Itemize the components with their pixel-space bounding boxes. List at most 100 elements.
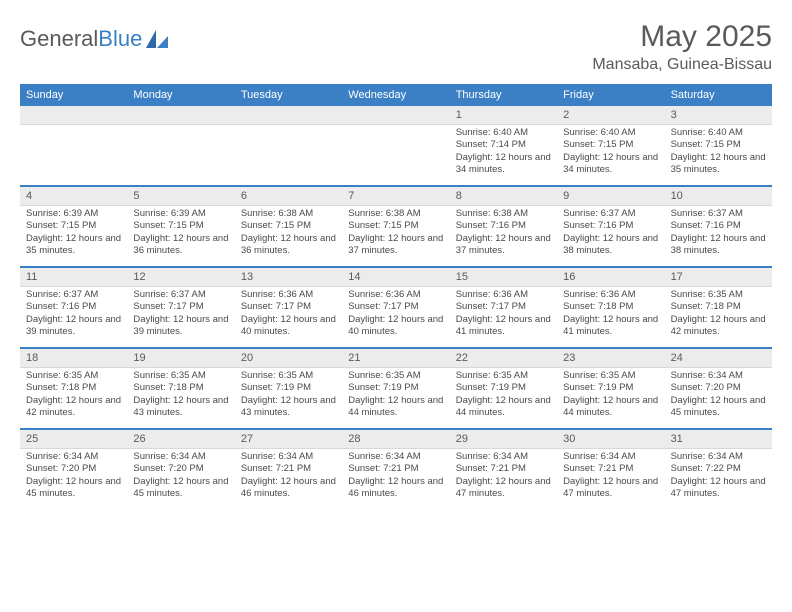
sunset-line: Sunset: 7:15 PM [241, 220, 336, 232]
weekday-header: Thursday [450, 84, 557, 106]
location: Mansaba, Guinea-Bissau [592, 56, 772, 74]
sunset-line: Sunset: 7:15 PM [348, 220, 443, 232]
sunset-line: Sunset: 7:15 PM [671, 139, 766, 151]
day-info-cell: Sunrise: 6:35 AMSunset: 7:18 PMDaylight:… [665, 287, 772, 349]
day-number-cell [235, 106, 342, 125]
sunrise-line: Sunrise: 6:40 AM [671, 127, 766, 139]
sunset-line: Sunset: 7:18 PM [563, 301, 658, 313]
sunrise-line: Sunrise: 6:34 AM [26, 451, 121, 463]
daylight-line: Daylight: 12 hours and 45 minutes. [26, 476, 121, 501]
day-info-cell [342, 125, 449, 187]
sunset-line: Sunset: 7:18 PM [671, 301, 766, 313]
day-number-cell: 16 [557, 268, 664, 287]
daylight-line: Daylight: 12 hours and 39 minutes. [26, 314, 121, 339]
sunset-line: Sunset: 7:15 PM [563, 139, 658, 151]
daylight-line: Daylight: 12 hours and 34 minutes. [563, 152, 658, 177]
sunrise-line: Sunrise: 6:35 AM [133, 370, 228, 382]
day-number-cell: 25 [20, 430, 127, 449]
sunset-line: Sunset: 7:21 PM [456, 463, 551, 475]
day-info-cell: Sunrise: 6:36 AMSunset: 7:18 PMDaylight:… [557, 287, 664, 349]
day-number-cell: 3 [665, 106, 772, 125]
day-info-cell: Sunrise: 6:35 AMSunset: 7:19 PMDaylight:… [557, 368, 664, 430]
daylight-line: Daylight: 12 hours and 34 minutes. [456, 152, 551, 177]
daylight-line: Daylight: 12 hours and 47 minutes. [456, 476, 551, 501]
sunrise-line: Sunrise: 6:34 AM [671, 370, 766, 382]
sunset-line: Sunset: 7:17 PM [456, 301, 551, 313]
sunrise-line: Sunrise: 6:38 AM [456, 208, 551, 220]
day-number-cell: 31 [665, 430, 772, 449]
day-info-cell: Sunrise: 6:36 AMSunset: 7:17 PMDaylight:… [450, 287, 557, 349]
day-info-cell: Sunrise: 6:37 AMSunset: 7:16 PMDaylight:… [20, 287, 127, 349]
sunset-line: Sunset: 7:19 PM [456, 382, 551, 394]
sunrise-line: Sunrise: 6:37 AM [671, 208, 766, 220]
sunset-line: Sunset: 7:14 PM [456, 139, 551, 151]
day-info-cell: Sunrise: 6:34 AMSunset: 7:21 PMDaylight:… [450, 449, 557, 511]
sunrise-line: Sunrise: 6:37 AM [133, 289, 228, 301]
sunrise-line: Sunrise: 6:39 AM [133, 208, 228, 220]
day-info-cell: Sunrise: 6:39 AMSunset: 7:15 PMDaylight:… [20, 206, 127, 268]
sunrise-line: Sunrise: 6:35 AM [26, 370, 121, 382]
daylight-line: Daylight: 12 hours and 47 minutes. [563, 476, 658, 501]
day-number-cell: 5 [127, 187, 234, 206]
daylight-line: Daylight: 12 hours and 44 minutes. [348, 395, 443, 420]
header: GeneralBlue May 2025 Mansaba, Guinea-Bis… [20, 20, 772, 74]
sunset-line: Sunset: 7:21 PM [241, 463, 336, 475]
weekday-header: Saturday [665, 84, 772, 106]
day-info-cell: Sunrise: 6:36 AMSunset: 7:17 PMDaylight:… [235, 287, 342, 349]
day-number-cell [342, 106, 449, 125]
day-number-cell: 28 [342, 430, 449, 449]
day-info-cell: Sunrise: 6:35 AMSunset: 7:18 PMDaylight:… [127, 368, 234, 430]
daylight-line: Daylight: 12 hours and 46 minutes. [241, 476, 336, 501]
sunset-line: Sunset: 7:15 PM [133, 220, 228, 232]
sunrise-line: Sunrise: 6:35 AM [671, 289, 766, 301]
sunset-line: Sunset: 7:17 PM [133, 301, 228, 313]
day-info-cell: Sunrise: 6:34 AMSunset: 7:20 PMDaylight:… [20, 449, 127, 511]
day-number-cell: 23 [557, 349, 664, 368]
sunrise-line: Sunrise: 6:36 AM [241, 289, 336, 301]
sunrise-line: Sunrise: 6:35 AM [456, 370, 551, 382]
day-number-cell: 22 [450, 349, 557, 368]
sunset-line: Sunset: 7:15 PM [26, 220, 121, 232]
month-title: May 2025 [592, 20, 772, 54]
daylight-line: Daylight: 12 hours and 44 minutes. [563, 395, 658, 420]
sunrise-line: Sunrise: 6:40 AM [563, 127, 658, 139]
brand-name-part1: General [20, 26, 98, 51]
sunrise-line: Sunrise: 6:34 AM [671, 451, 766, 463]
title-block: May 2025 Mansaba, Guinea-Bissau [592, 20, 772, 74]
sunset-line: Sunset: 7:16 PM [563, 220, 658, 232]
day-number-cell: 7 [342, 187, 449, 206]
day-info-cell: Sunrise: 6:35 AMSunset: 7:18 PMDaylight:… [20, 368, 127, 430]
day-info-cell: Sunrise: 6:37 AMSunset: 7:17 PMDaylight:… [127, 287, 234, 349]
day-info-cell: Sunrise: 6:38 AMSunset: 7:15 PMDaylight:… [235, 206, 342, 268]
daylight-line: Daylight: 12 hours and 45 minutes. [671, 395, 766, 420]
sunset-line: Sunset: 7:21 PM [563, 463, 658, 475]
weekday-header: Sunday [20, 84, 127, 106]
day-number-cell: 27 [235, 430, 342, 449]
daylight-line: Daylight: 12 hours and 35 minutes. [671, 152, 766, 177]
daylight-line: Daylight: 12 hours and 38 minutes. [671, 233, 766, 258]
day-info-cell: Sunrise: 6:35 AMSunset: 7:19 PMDaylight:… [235, 368, 342, 430]
daylight-line: Daylight: 12 hours and 44 minutes. [456, 395, 551, 420]
day-info-cell [127, 125, 234, 187]
sunset-line: Sunset: 7:19 PM [563, 382, 658, 394]
day-number-cell: 13 [235, 268, 342, 287]
day-info-cell: Sunrise: 6:37 AMSunset: 7:16 PMDaylight:… [557, 206, 664, 268]
sunrise-line: Sunrise: 6:40 AM [456, 127, 551, 139]
sunset-line: Sunset: 7:16 PM [456, 220, 551, 232]
brand-name: GeneralBlue [20, 26, 142, 52]
daylight-line: Daylight: 12 hours and 43 minutes. [241, 395, 336, 420]
day-number-cell: 15 [450, 268, 557, 287]
brand-logo: GeneralBlue [20, 20, 170, 52]
calendar-grid: 123Sunrise: 6:40 AMSunset: 7:14 PMDaylig… [20, 106, 772, 511]
day-info-cell: Sunrise: 6:36 AMSunset: 7:17 PMDaylight:… [342, 287, 449, 349]
day-info-cell: Sunrise: 6:38 AMSunset: 7:15 PMDaylight:… [342, 206, 449, 268]
day-info-cell: Sunrise: 6:34 AMSunset: 7:21 PMDaylight:… [557, 449, 664, 511]
sunrise-line: Sunrise: 6:37 AM [26, 289, 121, 301]
day-number-cell: 24 [665, 349, 772, 368]
day-number-cell: 11 [20, 268, 127, 287]
day-info-cell: Sunrise: 6:35 AMSunset: 7:19 PMDaylight:… [342, 368, 449, 430]
sunset-line: Sunset: 7:19 PM [348, 382, 443, 394]
daylight-line: Daylight: 12 hours and 43 minutes. [133, 395, 228, 420]
day-info-cell [20, 125, 127, 187]
sunset-line: Sunset: 7:18 PM [26, 382, 121, 394]
